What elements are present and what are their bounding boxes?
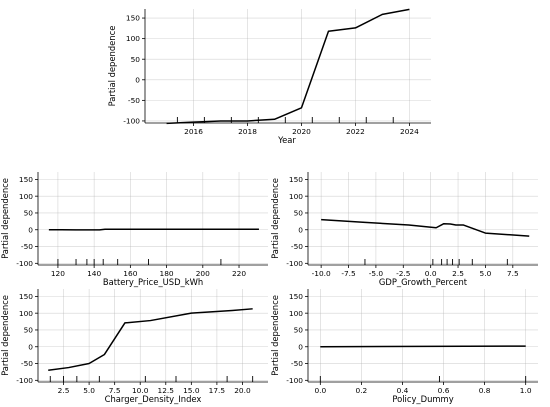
partial-dependence-line — [48, 228, 259, 231]
y-tick-label: 150 — [126, 14, 140, 23]
x-tick-label: 2016 — [184, 127, 203, 136]
y-tick-label: -50 — [21, 359, 33, 368]
y-tick-label: 50 — [24, 209, 34, 218]
y-tick-label: 0 — [28, 342, 33, 351]
x-tick-label: -10.0 — [312, 269, 331, 278]
partial-dependence-line — [320, 345, 526, 348]
x-tick-label: 20.0 — [234, 386, 251, 395]
x-tick-label: 0.4 — [397, 386, 409, 395]
x-axis-title: GDP_Growth_Percent — [379, 277, 468, 287]
x-tick-label: -7.5 — [341, 269, 356, 278]
x-tick-label: 0.8 — [479, 386, 491, 395]
x-tick-label: 2020 — [292, 127, 311, 136]
x-tick-label: 120 — [51, 269, 65, 278]
y-tick-label: -100 — [123, 117, 140, 126]
x-tick-label: 17.5 — [209, 386, 226, 395]
y-axis-title: Partial dependence — [0, 295, 10, 376]
x-tick-label: 15.0 — [183, 386, 200, 395]
y-axis-title: Partial dependence — [270, 178, 280, 259]
y-tick-label: 100 — [19, 309, 33, 318]
pd-panel-policy: 0.0 0.2 0.4 0.6 0.8 1.0 -100 -50 0 50 100 150 Policy… — [270, 289, 538, 404]
pd-panel-gdp: -10.0 -7.5 -5.0 -2.5 0.0 2.5 5.0 7.5 -100 -50 0 50 1… — [270, 172, 538, 287]
x-tick-label: 220 — [232, 269, 246, 278]
y-tick-label: 50 — [24, 326, 34, 335]
y-tick-label: 50 — [294, 326, 304, 335]
y-tick-label: -100 — [16, 376, 33, 385]
x-tick-label: 180 — [160, 269, 174, 278]
y-tick-label: 50 — [131, 55, 141, 64]
y-tick-label: -100 — [286, 259, 303, 268]
y-tick-label: 100 — [126, 34, 140, 43]
y-tick-label: -100 — [16, 259, 33, 268]
y-tick-label: 0 — [135, 75, 140, 84]
y-axis-title: Partial dependence — [0, 178, 10, 259]
y-tick-label: 100 — [289, 192, 303, 201]
x-tick-label: 0.0 — [314, 386, 326, 395]
x-tick-label: 200 — [196, 269, 210, 278]
x-axis-title: Year — [277, 135, 296, 145]
y-tick-label: 150 — [19, 292, 33, 301]
x-tick-label: 140 — [87, 269, 101, 278]
y-tick-label: 150 — [19, 175, 33, 184]
y-tick-label: 100 — [19, 192, 33, 201]
y-tick-label: 150 — [289, 292, 303, 301]
x-tick-label: 2018 — [238, 127, 257, 136]
y-tick-label: 0 — [28, 225, 33, 234]
x-tick-label: 12.5 — [158, 386, 175, 395]
y-tick-label: 0 — [298, 342, 303, 351]
pd-panel-charger: 2.5 5.0 7.5 10.0 12.5 15.0 17.5 20.0 -100 -50 0 50 1… — [0, 289, 268, 404]
pd-panel-battery: 120 140 160 180 200 220 -100 -50 0 50 100 150 Batter… — [0, 172, 268, 287]
x-tick-label: 10.0 — [132, 386, 149, 395]
x-tick-label: 160 — [123, 269, 137, 278]
partial-dependence-line — [321, 218, 530, 237]
x-tick-label: 2.5 — [58, 386, 70, 395]
x-axis-title: Policy_Dummy — [392, 394, 453, 404]
x-tick-label: 2.5 — [452, 269, 464, 278]
pd-panel-year: 2016 2018 2020 2022 2024 -100 -50 0 50 100 150 Year… — [107, 8, 431, 145]
y-tick-label: -50 — [21, 242, 33, 251]
y-axis-title: Partial dependence — [107, 26, 117, 107]
x-tick-label: 2022 — [346, 127, 365, 136]
y-axis-title: Partial dependence — [270, 295, 280, 376]
partial-dependence-line — [48, 308, 253, 371]
x-axis-title: Battery_Price_USD_kWh — [103, 277, 203, 287]
y-tick-label: 150 — [289, 175, 303, 184]
y-tick-label: -50 — [128, 96, 140, 105]
x-tick-label: 5.0 — [83, 386, 95, 395]
x-axis-title: Charger_Density_Index — [105, 394, 202, 404]
x-tick-label: -5.0 — [369, 269, 384, 278]
x-tick-label: 5.0 — [480, 269, 492, 278]
x-tick-label: 2024 — [400, 127, 419, 136]
partial-dependence-line — [166, 8, 410, 125]
x-tick-label: -2.5 — [396, 269, 411, 278]
y-tick-label: 100 — [289, 309, 303, 318]
x-tick-label: 7.5 — [109, 386, 121, 395]
x-tick-label: 0.2 — [356, 386, 368, 395]
x-tick-label: 0.0 — [425, 269, 437, 278]
y-tick-label: -50 — [291, 242, 303, 251]
x-tick-label: 0.6 — [438, 386, 450, 395]
y-tick-label: -50 — [291, 359, 303, 368]
y-tick-label: 50 — [294, 209, 304, 218]
y-tick-label: -100 — [286, 376, 303, 385]
y-tick-label: 0 — [298, 225, 303, 234]
x-tick-label: 1.0 — [520, 386, 532, 395]
x-tick-label: 7.5 — [507, 269, 519, 278]
